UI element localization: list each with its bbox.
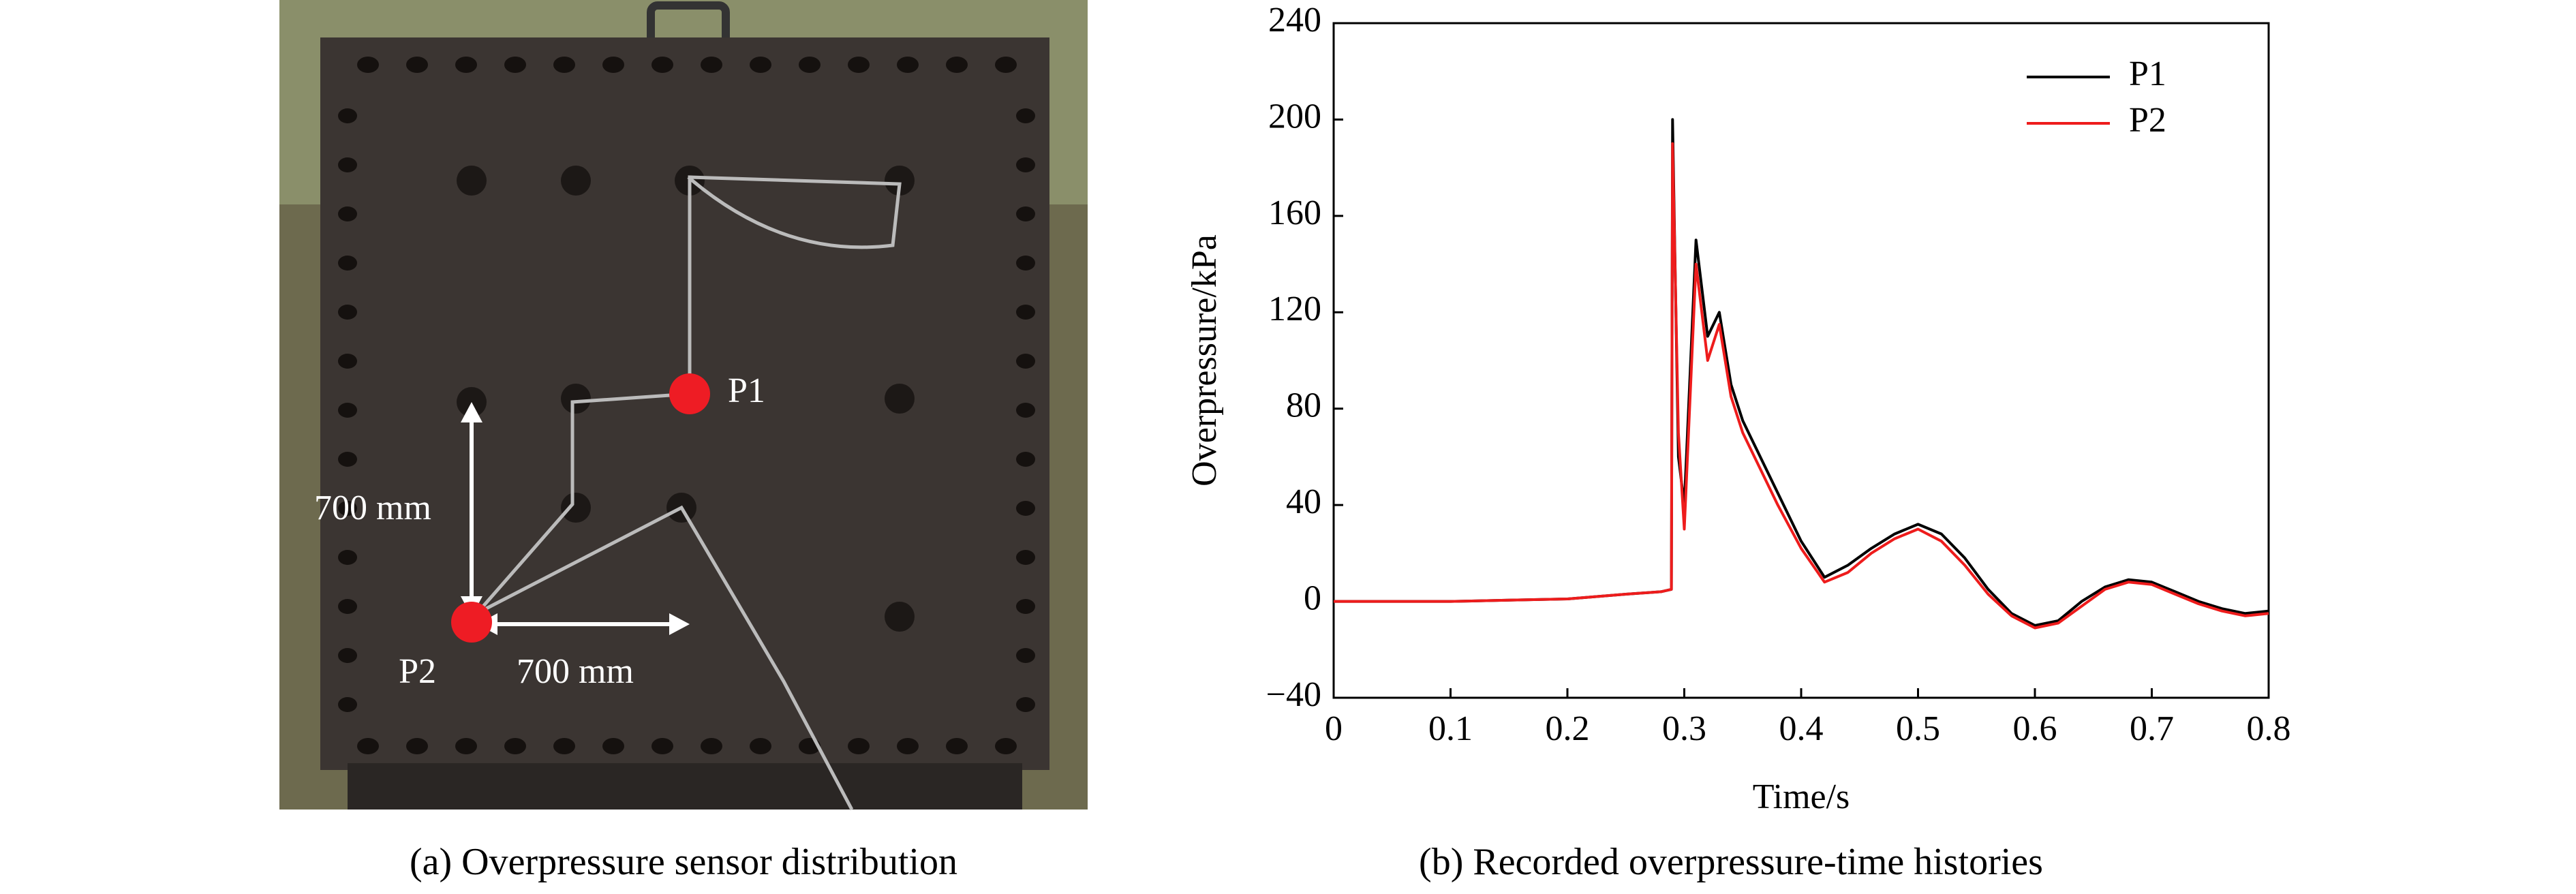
x-tick-label: 0.4 bbox=[1779, 709, 1824, 748]
sensor-mount bbox=[885, 384, 915, 414]
sensor-mount bbox=[561, 166, 591, 196]
bolt bbox=[455, 57, 477, 73]
bolt bbox=[1016, 354, 1035, 369]
bolt bbox=[1016, 599, 1035, 614]
bolt bbox=[946, 738, 968, 754]
base bbox=[348, 763, 1022, 810]
y-tick-label: 0 bbox=[1304, 579, 1321, 618]
bolt bbox=[338, 550, 357, 565]
x-tick-label: 0.8 bbox=[2247, 709, 2291, 748]
bolt bbox=[338, 599, 357, 614]
bolt bbox=[455, 738, 477, 754]
sensor-mount bbox=[561, 493, 591, 523]
sensor-p2 bbox=[451, 602, 492, 643]
bolt bbox=[995, 738, 1017, 754]
photo: P1 P2 700 mm 700 mm bbox=[279, 0, 1088, 811]
bolt bbox=[338, 697, 357, 712]
bolt bbox=[799, 57, 821, 73]
sensor-cable bbox=[476, 175, 902, 811]
bolt bbox=[651, 57, 673, 73]
bolt bbox=[651, 738, 673, 754]
bolt bbox=[357, 738, 379, 754]
bolt bbox=[338, 157, 357, 172]
bolt bbox=[897, 738, 919, 754]
x-tick-label: 0.2 bbox=[1546, 709, 1590, 748]
x-tick-label: 0.3 bbox=[1662, 709, 1706, 748]
bolt bbox=[338, 403, 357, 418]
x-tick-label: 0.1 bbox=[1428, 709, 1473, 748]
sensor-mount bbox=[885, 602, 915, 632]
bolt bbox=[1016, 501, 1035, 516]
bolt bbox=[406, 57, 428, 73]
x-tick-label: 0 bbox=[1325, 709, 1343, 748]
y-tick-label: 120 bbox=[1268, 290, 1321, 328]
bolt bbox=[338, 256, 357, 271]
bolt bbox=[553, 738, 575, 754]
sensor-label: P1 bbox=[728, 371, 765, 410]
bolt bbox=[338, 452, 357, 467]
bolt bbox=[701, 738, 722, 754]
bolt bbox=[1016, 648, 1035, 663]
bolt bbox=[1016, 452, 1035, 467]
data-line bbox=[1334, 142, 2269, 630]
bolt bbox=[1016, 305, 1035, 320]
bolt bbox=[750, 738, 771, 754]
dimension-label: 700 mm bbox=[314, 489, 431, 527]
y-tick-label: 80 bbox=[1286, 386, 1321, 425]
bolt bbox=[406, 738, 428, 754]
sensor-p1 bbox=[669, 373, 710, 414]
bolt bbox=[338, 206, 357, 221]
bolt bbox=[750, 57, 771, 73]
bolt bbox=[553, 57, 575, 73]
dimension-label: 700 mm bbox=[517, 652, 634, 691]
bolt bbox=[1016, 157, 1035, 172]
bolt bbox=[848, 57, 870, 73]
bolt bbox=[338, 108, 357, 123]
bolt bbox=[1016, 403, 1035, 418]
y-tick-label: 40 bbox=[1286, 482, 1321, 521]
legend-label: P1 bbox=[2129, 55, 2166, 93]
bolt bbox=[897, 57, 919, 73]
bolt bbox=[602, 57, 624, 73]
legend-label: P2 bbox=[2129, 101, 2166, 140]
y-axis-label: Overpressure/kPa bbox=[1185, 234, 1224, 487]
y-tick-label: 240 bbox=[1268, 1, 1321, 40]
sensor-label: P2 bbox=[399, 652, 436, 691]
sensor-mount bbox=[457, 166, 487, 196]
x-axis-label: Time/s bbox=[1753, 777, 1850, 816]
bolt bbox=[338, 354, 357, 369]
bolt bbox=[338, 501, 357, 516]
bolt bbox=[1016, 256, 1035, 271]
bolts bbox=[338, 57, 1035, 754]
x-tick-label: 0.7 bbox=[2130, 709, 2174, 748]
bolt bbox=[701, 57, 722, 73]
bolt bbox=[946, 57, 968, 73]
y-tick-label: 160 bbox=[1268, 194, 1321, 232]
sensor-mount bbox=[885, 166, 915, 196]
sensor-mount bbox=[561, 384, 591, 414]
bolt bbox=[1016, 697, 1035, 712]
bolt bbox=[504, 738, 526, 754]
caption: (a) Overpressure sensor distribution bbox=[410, 841, 957, 883]
bolt bbox=[338, 648, 357, 663]
x-tick-label: 0.5 bbox=[1896, 709, 1940, 748]
caption: (b) Recorded overpressure-time histories bbox=[1419, 841, 2043, 883]
bolt bbox=[338, 305, 357, 320]
bolt bbox=[602, 738, 624, 754]
x-tick-label: 0.6 bbox=[2013, 709, 2057, 748]
bolt bbox=[848, 738, 870, 754]
bolt bbox=[1016, 550, 1035, 565]
bolt bbox=[504, 57, 526, 73]
y-tick-label: −40 bbox=[1266, 675, 1321, 714]
bolt bbox=[357, 57, 379, 73]
bolt bbox=[995, 57, 1017, 73]
y-tick-label: 200 bbox=[1268, 97, 1321, 136]
bolt bbox=[1016, 108, 1035, 123]
bolt bbox=[1016, 206, 1035, 221]
